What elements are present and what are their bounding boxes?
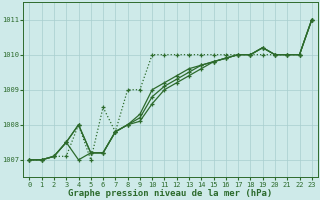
X-axis label: Graphe pression niveau de la mer (hPa): Graphe pression niveau de la mer (hPa) bbox=[68, 189, 273, 198]
